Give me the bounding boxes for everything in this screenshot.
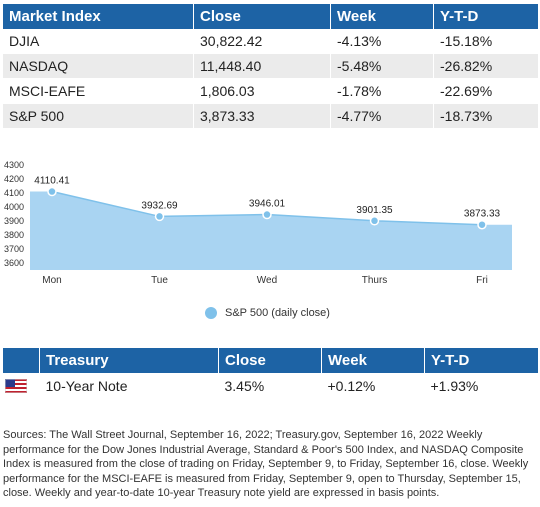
data-label: 4110.41	[34, 176, 70, 187]
data-point	[47, 186, 57, 197]
treasury-table: Treasury Close Week Y-T-D	[3, 348, 538, 398]
y-tick-label: 4300	[4, 160, 24, 170]
index-close: 1,806.03	[193, 78, 331, 104]
y-tick-label: 4100	[4, 188, 24, 198]
table-row: MSCI-EAFE 1,806.03 -1.78% -22.69%	[3, 78, 538, 104]
index-ytd: -18.73%	[433, 103, 538, 129]
y-tick-label: 3800	[4, 230, 24, 240]
treasury-close: 3.45%	[224, 377, 265, 394]
plot-area: 4110.41 3932.69 3946.01 3901.35 3873.33	[30, 176, 512, 270]
x-tick-label: Fri	[476, 275, 488, 286]
legend-swatch	[205, 307, 217, 319]
series-area	[30, 191, 512, 270]
header-week: Week	[330, 4, 434, 29]
index-close: 3,873.33	[193, 103, 331, 129]
data-label: 3873.33	[464, 209, 501, 220]
y-tick-label: 4000	[4, 202, 24, 212]
x-tick-label: Wed	[257, 275, 277, 286]
data-point	[369, 216, 380, 226]
y-tick-label: 3700	[4, 244, 24, 254]
y-tick-label: 4200	[4, 174, 24, 184]
index-ytd: -15.18%	[433, 29, 538, 54]
y-tick-label: 3900	[4, 216, 24, 226]
us-flag-icon	[5, 378, 27, 393]
table-row: DJIA 30,822.42 -4.13% -15.18%	[3, 29, 538, 54]
y-tick-label: 3600	[4, 258, 24, 268]
market-index-table: Market Index Close Week Y-T-D DJIA 30,82…	[3, 4, 538, 129]
legend-label: S&P 500 (daily close)	[225, 307, 330, 319]
header-week: Week	[321, 348, 425, 373]
index-name: NASDAQ	[3, 53, 194, 79]
index-close: 30,822.42	[193, 29, 331, 54]
header-flag-spacer	[3, 348, 40, 373]
index-week: -5.48%	[330, 53, 434, 79]
index-week: -4.77%	[330, 103, 434, 129]
index-name: S&P 500	[3, 103, 194, 129]
y-axis: 3600 3700 3800 3900 4000 4100 4200 4300	[4, 160, 24, 268]
index-name: MSCI-EAFE	[3, 78, 194, 104]
index-ytd: -26.82%	[433, 53, 538, 79]
x-tick-label: Tue	[151, 275, 168, 286]
treasury-name: 10-Year Note	[45, 377, 128, 394]
index-ytd: -22.69%	[433, 78, 538, 104]
x-axis: Mon Tue Wed Thurs Fri	[42, 275, 488, 286]
treasury-header-row: Treasury Close Week Y-T-D	[3, 348, 538, 373]
index-name: DJIA	[3, 29, 194, 54]
market-header-row: Market Index Close Week Y-T-D	[3, 4, 538, 29]
table-row: NASDAQ 11,448.40 -5.48% -26.82%	[3, 53, 538, 79]
data-point	[477, 219, 487, 230]
data-label: 3901.35	[356, 205, 393, 216]
data-point	[262, 209, 272, 220]
index-week: -1.78%	[330, 78, 434, 104]
header-market-index: Market Index	[3, 4, 194, 29]
sp500-area-chart: 3600 3700 3800 3900 4000 4100 4200 4300 4110.41…	[4, 160, 512, 286]
data-point	[154, 211, 165, 222]
index-week: -4.13%	[330, 29, 434, 54]
index-close: 11,448.40	[193, 53, 331, 79]
header-close: Close	[193, 4, 331, 29]
header-ytd: Y-T-D	[433, 4, 538, 29]
table-row: 10-Year Note 3.45% +0.12% +1.93%	[3, 373, 538, 398]
treasury-ytd: +1.93%	[430, 377, 479, 394]
treasury-week: +0.12%	[327, 377, 376, 394]
data-label: 3932.69	[141, 200, 178, 211]
header-treasury: Treasury	[39, 348, 219, 373]
sources-note: Sources: The Wall Street Journal, Septem…	[3, 429, 529, 500]
x-tick-label: Thurs	[362, 275, 388, 286]
header-close: Close	[218, 348, 322, 373]
data-label: 3946.01	[249, 199, 286, 210]
header-ytd: Y-T-D	[424, 348, 538, 373]
chart-legend: S&P 500 (daily close)	[205, 306, 330, 320]
table-row: S&P 500 3,873.33 -4.77% -18.73%	[3, 103, 538, 129]
x-tick-label: Mon	[42, 275, 61, 286]
